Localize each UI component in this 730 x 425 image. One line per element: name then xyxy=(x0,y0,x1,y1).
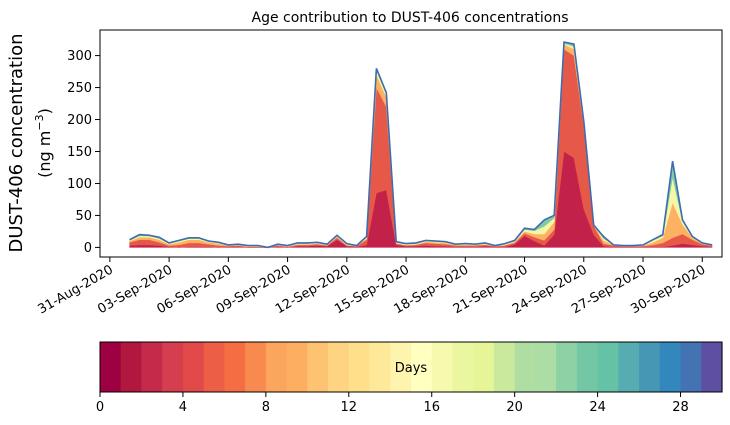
colorbar-cell xyxy=(535,342,557,392)
colorbar-cell xyxy=(452,342,474,392)
colorbar-cell xyxy=(680,342,702,392)
colorbar-ticks: 0 4 8 12 16 20 24 28 xyxy=(96,392,689,415)
colorbar-cells xyxy=(100,342,723,392)
y-axis: 0 50 100 150 200 250 300 xyxy=(67,49,100,256)
colorbar-cell xyxy=(182,342,205,392)
y-tick-label: 200 xyxy=(67,113,92,128)
y-tick-label: 50 xyxy=(75,209,92,224)
y-axis-label-line1: DUST-406 concentration xyxy=(6,33,27,252)
colorbar-cell xyxy=(286,342,308,392)
colorbar-tick-label: 16 xyxy=(423,400,440,415)
colorbar-cell xyxy=(576,342,599,392)
colorbar: Days 0 4 8 12 16 20 24 28 xyxy=(96,341,723,415)
colorbar-cell xyxy=(141,342,163,392)
colorbar-cell xyxy=(203,342,225,392)
colorbar-frame xyxy=(99,341,723,393)
plot-frame xyxy=(99,29,723,258)
colorbar-cell xyxy=(473,342,495,392)
colorbar-cell xyxy=(307,342,329,392)
colorbar-cell xyxy=(328,342,350,392)
colorbar-cell xyxy=(659,342,682,392)
colorbar-cell xyxy=(390,342,412,392)
y-axis-units-suffix: ) xyxy=(35,108,54,114)
colorbar-cell xyxy=(162,342,184,392)
colorbar-cell xyxy=(411,342,433,392)
colorbar-cell xyxy=(701,342,723,392)
colorbar-cell xyxy=(120,342,143,392)
colorbar-tick-label: 12 xyxy=(341,400,358,415)
colorbar-cell xyxy=(639,342,661,392)
colorbar-cell xyxy=(431,342,454,392)
y-axis-units-exponent: −3 xyxy=(33,114,46,130)
y-axis-units-prefix: (ng m xyxy=(35,131,54,178)
y-axis-label-line2: (ng m−3) xyxy=(33,108,54,178)
colorbar-tick-label: 0 xyxy=(96,400,104,415)
colorbar-cell xyxy=(245,342,267,392)
colorbar-cell xyxy=(224,342,246,392)
y-tick-label: 150 xyxy=(67,145,92,160)
y-tick-label: 100 xyxy=(67,177,92,192)
y-tick-label: 0 xyxy=(84,241,92,256)
chart-title: Age contribution to DUST-406 concentrati… xyxy=(252,10,569,26)
y-tick-label: 250 xyxy=(67,81,92,96)
total-outline xyxy=(129,41,713,249)
colorbar-cell xyxy=(556,342,578,392)
colorbar-cell xyxy=(265,342,288,392)
colorbar-tick-label: 28 xyxy=(672,400,689,415)
colorbar-cell xyxy=(369,342,391,392)
colorbar-cell xyxy=(514,342,536,392)
y-tick-label: 300 xyxy=(67,49,92,64)
colorbar-cell xyxy=(100,342,122,392)
colorbar-tick-label: 24 xyxy=(589,400,606,415)
colorbar-tick-label: 8 xyxy=(262,400,270,415)
colorbar-cell xyxy=(618,342,640,392)
colorbar-label: Days xyxy=(395,361,428,376)
colorbar-cell xyxy=(493,342,516,392)
colorbar-cell xyxy=(597,342,619,392)
colorbar-tick-label: 20 xyxy=(506,400,523,415)
colorbar-cell xyxy=(348,342,371,392)
colorbar-tick-label: 4 xyxy=(179,400,187,415)
